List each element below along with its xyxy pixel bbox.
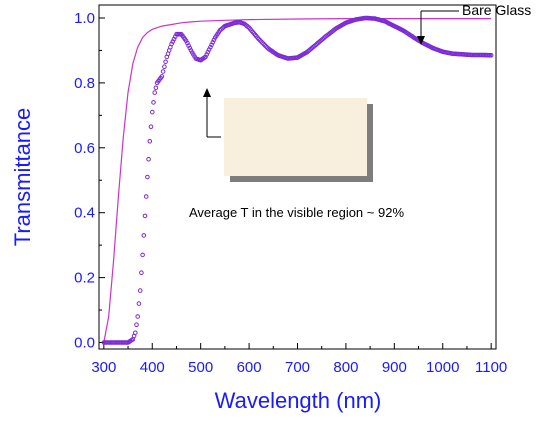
x-tick-label: 500: [188, 359, 213, 376]
sample-point: [152, 90, 157, 95]
sample-point: [137, 288, 143, 293]
sample-point: [151, 100, 156, 105]
sample-point: [204, 52, 209, 57]
glass-line: [103, 18, 492, 343]
sample-series: [101, 15, 494, 345]
sample-point: [145, 174, 150, 180]
x-tick-labels: 300 400 500 600 700 800 900 1000 1100: [91, 359, 507, 376]
x-tick-label: 1000: [426, 359, 459, 376]
sample-point: [169, 41, 174, 47]
sample-point: [143, 194, 149, 199]
sample-point: [160, 69, 166, 74]
sample-point: [153, 85, 159, 91]
sample-point: [150, 109, 155, 115]
sample-point: [262, 42, 268, 48]
bare-glass-series: [103, 18, 492, 343]
sample-point: [134, 322, 139, 328]
sample-point: [203, 54, 208, 60]
sample-point: [186, 43, 191, 48]
y-tick-label: 0.4: [74, 205, 95, 222]
x-tick-label: 400: [140, 359, 165, 376]
bare-glass-label: Bare Glass: [462, 2, 531, 18]
y-axis-title: Transmittance: [10, 108, 35, 247]
sample-photo: [224, 98, 367, 176]
x-tick-label: 800: [333, 359, 358, 376]
sample-point: [208, 44, 213, 50]
sample-point: [133, 330, 138, 336]
sample-point: [148, 124, 154, 129]
sample-point: [187, 45, 193, 51]
x-tick-label: 1100: [475, 359, 507, 376]
sample-point: [140, 252, 145, 258]
sample-point: [256, 36, 262, 42]
y-tick-label: 0.6: [74, 140, 95, 157]
y-tick-labels: 0.0 0.2 0.4 0.6 0.8 1.0: [74, 10, 95, 352]
sample-point: [488, 53, 494, 58]
sample-point: [260, 40, 265, 46]
sample-point: [263, 44, 269, 49]
sample-point: [173, 34, 178, 39]
average-t-annotation: Average T in the visible region ~ 92%: [189, 205, 404, 220]
sample-point: [257, 38, 263, 43]
x-tick-label: 600: [237, 359, 262, 376]
sample-point: [141, 233, 147, 238]
axis-ticks: [99, 17, 492, 349]
sample-point: [162, 64, 167, 69]
x-tick-label: 300: [91, 359, 116, 376]
sample-callout: [203, 88, 221, 138]
x-tick-label: 900: [382, 359, 407, 376]
bare-glass-callout: [417, 10, 459, 45]
y-tick-label: 0.8: [74, 75, 95, 92]
sample-point: [211, 37, 217, 43]
sample-point: [210, 40, 216, 45]
sample-point: [147, 139, 153, 144]
x-tick-label: 700: [285, 359, 310, 376]
sample-point: [146, 156, 151, 162]
sample-point: [136, 301, 142, 306]
sample-point: [135, 314, 140, 319]
sample-point: [170, 39, 176, 44]
sample-point: [163, 59, 168, 65]
y-tick-label: 0.2: [74, 270, 95, 287]
sample-point: [139, 270, 144, 276]
y-tick-label: 1.0: [74, 10, 95, 27]
sample-point: [159, 74, 165, 79]
x-axis-title: Wavelength (nm): [215, 388, 382, 413]
y-tick-label: 0.0: [74, 335, 95, 352]
sample-point: [142, 213, 148, 219]
sample-point: [258, 39, 264, 44]
